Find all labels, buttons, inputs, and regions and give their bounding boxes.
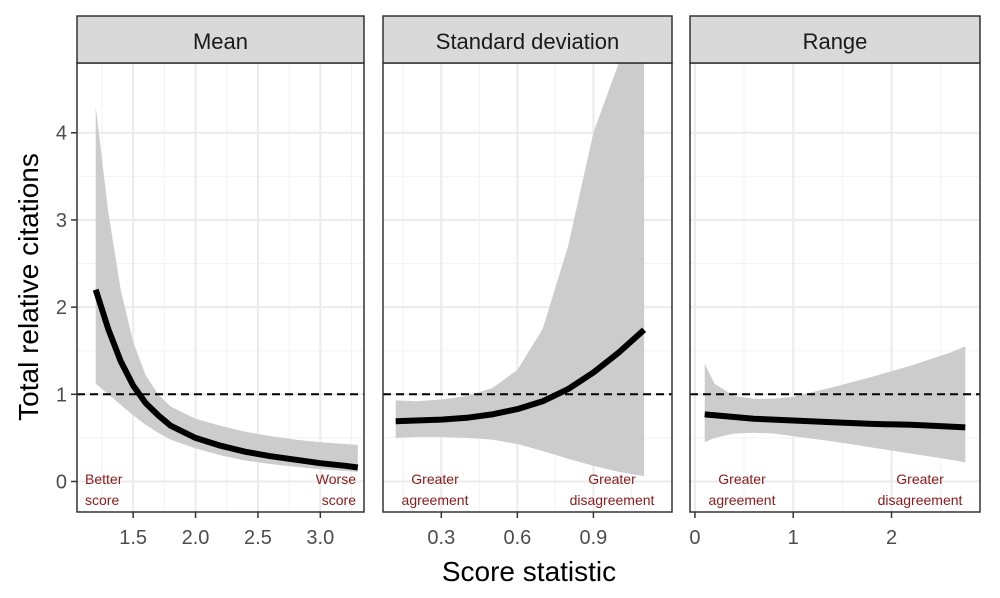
annotation-text: Greater — [718, 471, 766, 487]
facet-strip-label: Mean — [193, 29, 248, 54]
annotation-text: disagreement — [570, 492, 655, 508]
x-axis-title: Score statistic — [442, 556, 616, 587]
facet-strip — [689, 15, 981, 64]
annotation-text: score — [322, 492, 356, 508]
y-axis-title: Total relative citations — [13, 153, 44, 421]
x-tick-label: 1 — [788, 527, 799, 549]
annotation-text: agreement — [402, 492, 469, 508]
fitted-line — [395, 327, 647, 425]
annotation-text: Greater — [896, 471, 944, 487]
confidence-band — [395, 63, 645, 477]
x-tick-label: 1.5 — [119, 527, 147, 549]
annotation-text: disagreement — [878, 492, 963, 508]
confidence-band — [704, 346, 966, 463]
annotation-text: Greater — [588, 471, 636, 487]
panel-2: Greater agreement Greater disagreement Stand… — [382, 15, 673, 549]
y-tick-label: 4 — [56, 123, 67, 145]
annotation-text: agreement — [709, 492, 776, 508]
x-tick-label: 3.0 — [306, 527, 334, 549]
facet-strip — [382, 15, 673, 64]
facet-strip-label: Range — [803, 29, 868, 54]
x-tick-label: 0.3 — [427, 527, 455, 549]
facet-strip-label: Standard deviation — [436, 29, 619, 54]
annotation-text: Better — [85, 471, 123, 487]
fitted-line — [92, 288, 359, 471]
x-tick-label: 0 — [689, 527, 700, 549]
x-tick-label: 2.0 — [182, 527, 210, 549]
fitted-line — [704, 411, 966, 431]
y-tick-label: 2 — [56, 297, 67, 319]
x-tick-label: 0.6 — [503, 527, 531, 549]
annotation-text: Worse — [316, 471, 356, 487]
x-tick-label: 2.5 — [244, 527, 272, 549]
panel-1: Better score Worse score Mean 1.5 2.0 2.5 3.0 0 1 2… — [56, 15, 365, 549]
x-tick-label: 2 — [886, 527, 897, 549]
y-tick-label: 1 — [56, 384, 67, 406]
y-tick-label: 0 — [56, 471, 67, 493]
facet-strip — [76, 15, 365, 64]
annotation-text: Greater — [411, 471, 459, 487]
y-tick-label: 3 — [56, 210, 67, 232]
panels: Better score Worse score Mean 1.5 2.0 2.5 3.0 0 1 2… — [56, 15, 981, 549]
panel-3: Greater agreement Greater disagreement Range… — [689, 15, 981, 549]
x-tick-label: 0.9 — [580, 527, 608, 549]
annotation-text: score — [85, 492, 119, 508]
